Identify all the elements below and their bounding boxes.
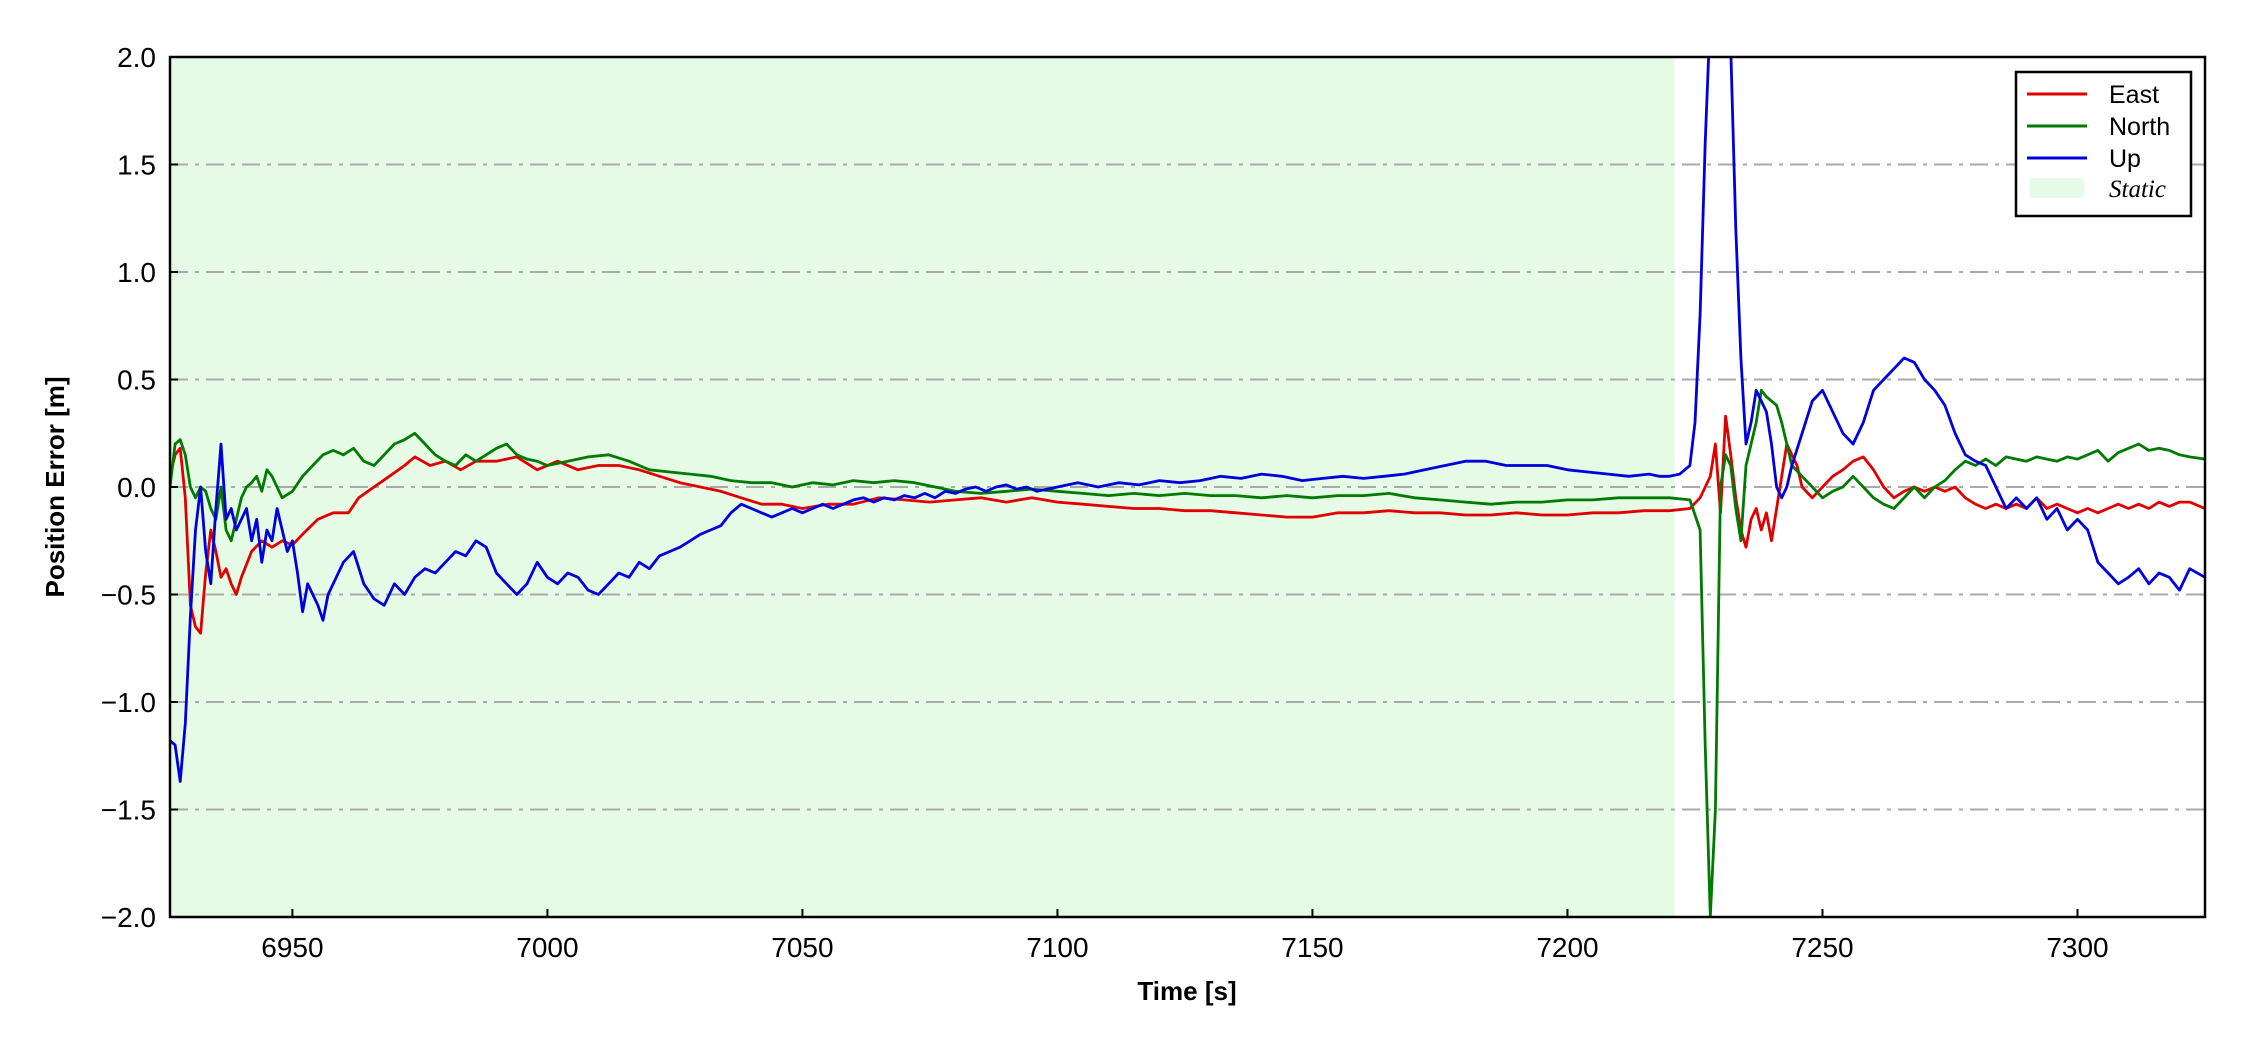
x-tick-label: 7100 [1026,932,1088,963]
x-axis-ticks: 6950 7000 7050 7100 7150 7200 7250 7300 [261,909,2109,963]
static-region [170,57,1675,917]
y-tick-label: 0.5 [117,365,156,396]
y-tick-label: 1.0 [117,257,156,288]
x-tick-label: 7250 [1791,932,1853,963]
y-axis-label: Position Error [m] [40,376,70,597]
y-tick-label: 1.5 [117,150,156,181]
legend-label-static: Static [2109,176,2166,203]
y-tick-label: −1.5 [101,795,156,826]
x-tick-label: 7300 [2046,932,2108,963]
legend-label-up: Up [2109,145,2141,173]
x-tick-label: 7150 [1281,932,1343,963]
series-line-up [170,57,2205,783]
series-layer [170,57,2205,917]
y-tick-label: 0.0 [117,472,156,503]
legend-swatch-static [2030,178,2084,198]
x-axis-label: Time [s] [1137,976,1236,1006]
x-tick-label: 7050 [771,932,833,963]
y-tick-label: 2.0 [117,42,156,73]
y-tick-label: −1.0 [101,687,156,718]
series-line-north [170,388,2205,917]
y-tick-label: −0.5 [101,580,156,611]
grid-lines [170,163,2205,811]
x-tick-label: 6950 [261,932,323,963]
y-axis-ticks: −2.0 −1.5 −1.0 −0.5 0.0 0.5 1.0 1.5 2.0 [101,42,178,933]
series-line-east [170,414,2205,635]
legend-label-east: East [2109,81,2159,109]
static-region-layer [170,57,1675,917]
legend-label-north: North [2109,113,2170,141]
legend: East North Up Static [2014,70,2193,218]
x-tick-label: 7000 [516,932,578,963]
y-tick-label: −2.0 [101,902,156,933]
x-tick-label: 7200 [1536,932,1598,963]
